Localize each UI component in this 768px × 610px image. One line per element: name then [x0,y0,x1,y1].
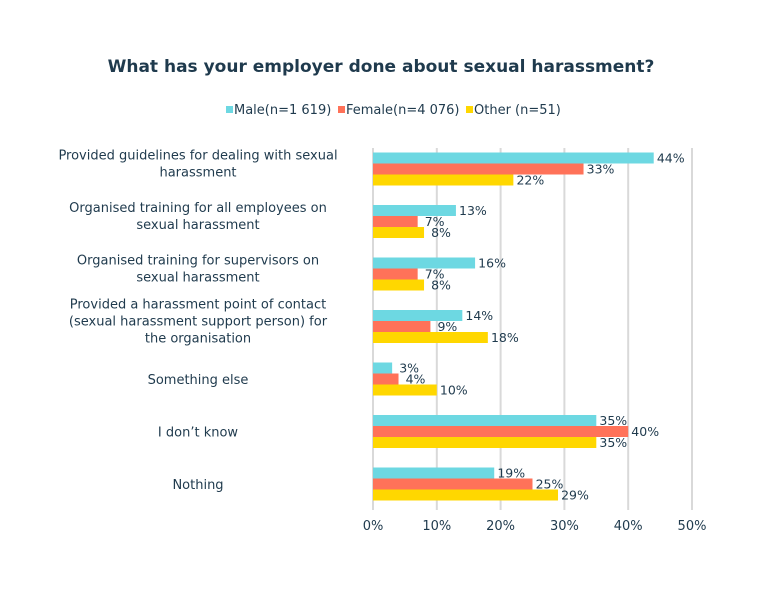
data-label: 8% [431,278,451,293]
bar [373,437,597,448]
bar [373,467,495,479]
data-label: 16% [478,256,506,271]
data-label: 35% [599,413,627,428]
data-label: 7% [425,214,445,229]
legend-label: Female(n=4 076) [346,103,460,118]
x-tick-label: 50% [678,519,707,534]
data-label: 22% [516,173,544,188]
legend-swatch [226,106,233,113]
bar [373,227,425,238]
bar [373,205,456,216]
data-label: 13% [459,203,487,218]
category-labels: Provided guidelines for dealing with sex… [58,149,337,494]
category-label: Nothing [172,478,223,493]
data-label: 8% [431,225,451,240]
data-label: 18% [491,330,519,345]
bar [373,163,584,175]
x-tick-label: 0% [363,519,384,534]
bars: 44%33%22%13%7%8%16%7%8%14%9%18%3%4%10%35… [373,151,685,503]
bar [373,174,514,186]
bar [373,415,597,426]
x-tick-label: 30% [550,519,579,534]
data-label: 9% [437,319,457,334]
bar [373,279,425,291]
x-tick-label: 40% [614,519,643,534]
data-label: 29% [561,488,589,503]
bar [373,321,431,332]
data-label: 44% [657,151,685,166]
data-label: 10% [440,383,468,398]
category-label: sexual harassment [136,218,259,233]
x-tick-label: 10% [422,519,451,534]
category-label: harassment [159,166,236,181]
data-label: 19% [497,466,525,481]
category-label: Organised training for supervisors on [77,254,319,269]
chart-title: What has your employer done about sexual… [108,57,655,77]
bar [373,384,437,396]
legend-swatch [338,106,345,113]
data-label: 25% [536,477,564,492]
data-label: 3% [399,361,419,376]
category-label: Organised training for all employees on [69,201,327,216]
bar [373,268,418,280]
category-label: I don’t know [158,426,238,441]
bar [373,216,418,227]
bar [373,310,463,321]
bar [373,332,488,343]
bar [373,478,533,490]
data-label: 4% [406,372,426,387]
data-label: 35% [599,435,627,450]
data-label: 33% [587,162,615,177]
category-label: the organisation [145,332,251,347]
category-label: Something else [148,373,249,388]
bar [373,257,476,269]
bar [373,426,629,437]
bar [373,373,399,385]
bar [373,489,559,501]
data-label: 7% [425,267,445,282]
legend: Male(n=1 619) Female(n=4 076) Other (n=51) [226,103,561,118]
data-label: 14% [465,308,493,323]
category-label: Provided a harassment point of contact [70,298,326,313]
legend-label: Other (n=51) [474,103,561,118]
data-label: 40% [631,424,659,439]
category-label: sexual harassment [136,271,259,286]
x-tick-label: 20% [486,519,515,534]
bar [373,362,393,374]
bar [373,152,654,164]
category-label: Provided guidelines for dealing with sex… [58,149,337,164]
legend-swatch [466,106,473,113]
legend-label: Male(n=1 619) [234,103,331,118]
category-label: (sexual harassment support person) for [69,315,328,330]
